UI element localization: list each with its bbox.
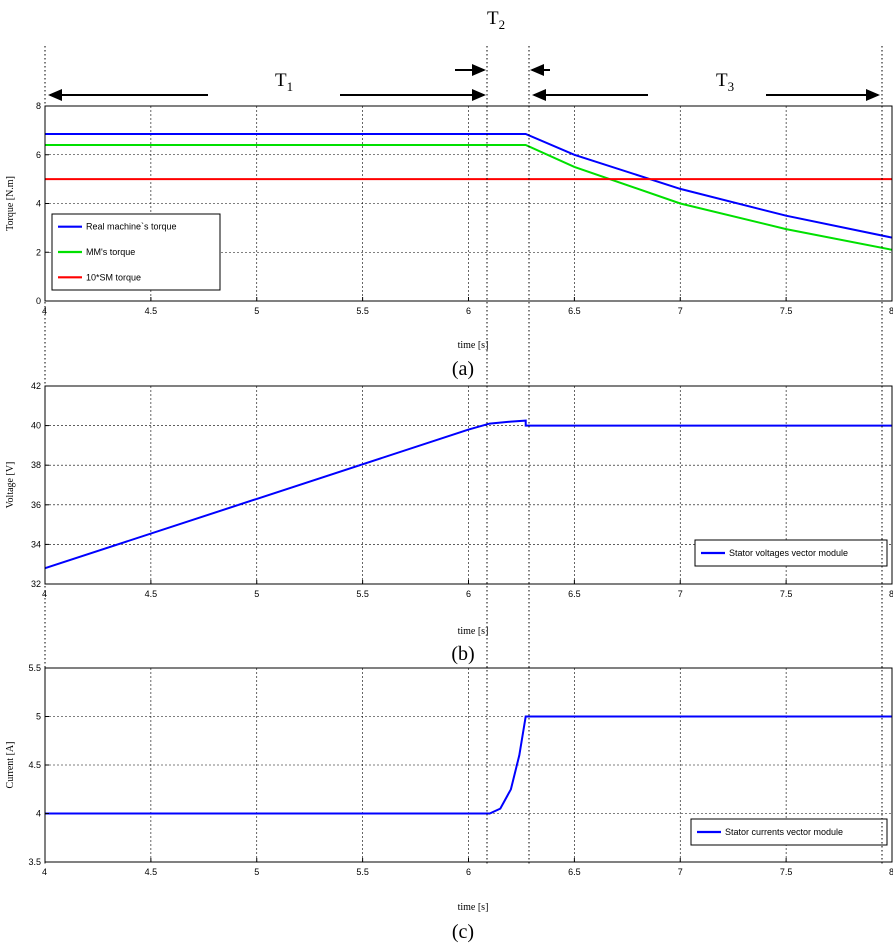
x-tick-label: 7.5 xyxy=(780,589,793,599)
x-tick-label: 4.5 xyxy=(145,589,158,599)
legend-box xyxy=(690,818,888,846)
y-tick-label: 4 xyxy=(36,199,41,209)
legend: Stator voltages vector module xyxy=(694,539,888,567)
legend-entry: Stator currents vector module xyxy=(725,827,843,837)
x-tick-label: 7.5 xyxy=(780,306,793,316)
panel-caption: (c) xyxy=(452,921,474,943)
arrow-head xyxy=(532,89,546,101)
phase-boundary-lines xyxy=(44,46,883,866)
x-tick-label: 6 xyxy=(466,306,471,316)
y-tick-label: 42 xyxy=(31,381,41,391)
y-tick-label: 32 xyxy=(31,579,41,589)
x-tick-label: 6 xyxy=(466,867,471,877)
legend-entry: 10*SM torque xyxy=(86,272,141,282)
x-tick-label: 4 xyxy=(42,867,47,877)
x-tick-label: 5 xyxy=(254,306,259,316)
x-tick-label: 8 xyxy=(889,867,893,877)
legend-entry: Real machine`s torque xyxy=(86,222,177,232)
x-axis-label: time [s] xyxy=(458,902,489,913)
y-tick-label: 0 xyxy=(36,296,41,306)
x-tick-label: 5.5 xyxy=(356,589,369,599)
x-axis-label: time [s] xyxy=(458,340,489,351)
y-tick-label: 3.5 xyxy=(28,857,41,867)
x-tick-label: 5 xyxy=(254,867,259,877)
panel-caption: (a) xyxy=(452,358,474,380)
y-axis-label: Torque [N.m] xyxy=(5,176,16,231)
arrow-head xyxy=(866,89,880,101)
series-line-1 xyxy=(44,419,892,570)
x-tick-label: 4.5 xyxy=(145,867,158,877)
x-tick-label: 6.5 xyxy=(568,867,581,877)
y-tick-label: 2 xyxy=(36,247,41,257)
period-t1-label: T1 xyxy=(275,70,293,94)
legend: Stator currents vector module xyxy=(690,818,888,846)
period-annotations: T2 T1 T3 xyxy=(48,8,880,101)
y-tick-label: 5.5 xyxy=(28,663,41,673)
period-t3-label: T3 xyxy=(716,70,734,94)
x-tick-label: 8 xyxy=(889,589,893,599)
arrow-head xyxy=(530,64,544,76)
y-tick-label: 5 xyxy=(36,712,41,722)
x-tick-label: 5.5 xyxy=(356,306,369,316)
period-t2-label: T2 xyxy=(487,8,505,32)
legend-entry: Stator voltages vector module xyxy=(729,548,848,558)
x-axis-label: time [s] xyxy=(458,626,489,637)
x-tick-label: 5 xyxy=(254,589,259,599)
x-tick-label: 6.5 xyxy=(568,589,581,599)
y-tick-label: 36 xyxy=(31,500,41,510)
series-line-2 xyxy=(45,144,893,251)
period-arrows xyxy=(48,64,880,101)
y-tick-label: 40 xyxy=(31,421,41,431)
x-tick-label: 7.5 xyxy=(780,867,793,877)
arrow-head xyxy=(48,89,62,101)
x-tick-label: 7 xyxy=(678,867,683,877)
x-tick-label: 6.5 xyxy=(568,306,581,316)
series-line-1 xyxy=(45,715,892,815)
series-line-1 xyxy=(45,133,893,239)
legend-entry: MM's torque xyxy=(86,247,135,257)
x-tick-label: 8 xyxy=(889,306,893,316)
charts: 4 4.5 5 5.5 6 6.5 7 7.5 8 0 2 4 6 8 time [s] Torque [N.… xyxy=(5,101,893,943)
y-axis-label: Voltage [V] xyxy=(5,462,16,509)
arrow-head xyxy=(472,64,486,76)
legend: Real machine`s torque MM's torque 10*SM to… xyxy=(51,213,221,291)
x-tick-label: 4.5 xyxy=(145,306,158,316)
y-tick-label: 4 xyxy=(36,809,41,819)
x-tick-label: 7 xyxy=(678,589,683,599)
legend-box xyxy=(694,539,888,567)
y-tick-label: 38 xyxy=(31,460,41,470)
y-tick-label: 4.5 xyxy=(28,760,41,770)
y-tick-label: 34 xyxy=(31,539,41,549)
panel-caption: (b) xyxy=(451,643,474,665)
y-tick-label: 8 xyxy=(36,101,41,111)
arrow-head xyxy=(472,89,486,101)
x-tick-label: 7 xyxy=(678,306,683,316)
x-tick-label: 6 xyxy=(466,589,471,599)
y-axis-label: Current [A] xyxy=(5,742,16,789)
y-tick-label: 6 xyxy=(36,150,41,160)
x-tick-label: 5.5 xyxy=(356,867,369,877)
